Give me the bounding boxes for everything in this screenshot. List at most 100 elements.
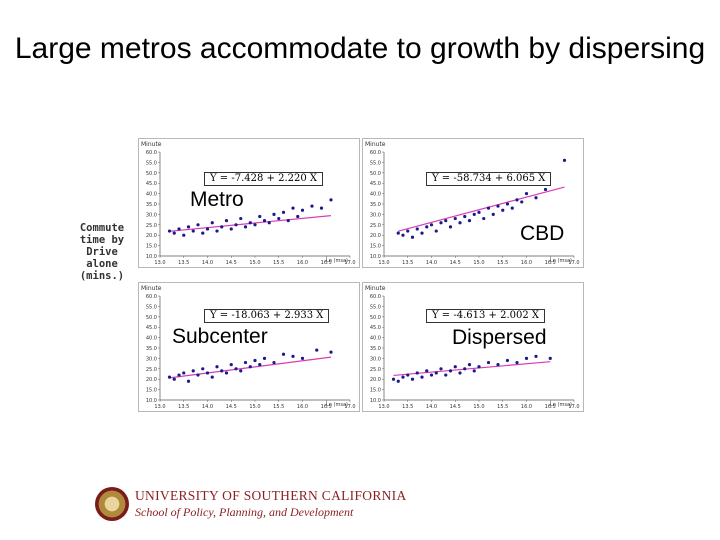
data-point (201, 367, 205, 371)
data-point (258, 214, 262, 219)
y-tick-label: 60.0 (370, 294, 381, 300)
x-tick-label: 16.5 (545, 260, 556, 266)
cbd-tag: CBD (520, 222, 565, 245)
data-point (291, 354, 295, 358)
y-tick-label: 25.0 (370, 367, 381, 373)
data-point (510, 206, 514, 210)
y-tick-label: 55.0 (146, 304, 157, 310)
data-point (515, 198, 519, 202)
data-point (196, 223, 200, 227)
y-tick-label: 60.0 (146, 150, 157, 156)
x-tick-label: 16.5 (321, 404, 332, 410)
y-tick-label: 30.0 (146, 356, 157, 362)
x-axis-label: Ln (msa) (326, 402, 348, 408)
metro-scatter-panel: Minute 60.0 55.0 50.0 45.0 40.0 35.0 30.0 25.0 20… (138, 138, 360, 268)
data-point (491, 212, 495, 216)
data-point (258, 363, 262, 367)
dispersed-equation: Y = -4.613 + 2.002 X (426, 309, 546, 323)
y-tick-label: 25.0 (370, 223, 381, 229)
x-tick-label: 16.5 (545, 404, 556, 410)
y-tick-label: 60.0 (146, 294, 157, 300)
data-point (220, 369, 224, 373)
usc-seal-icon (95, 487, 129, 521)
x-tick-label: 14.0 (202, 404, 213, 410)
x-tick-label: 13.5 (402, 404, 413, 410)
cbd-equation: Y = -58.734 + 6.065 X (426, 172, 552, 186)
y-tick-label: 55.0 (370, 304, 381, 310)
data-point (401, 233, 405, 237)
data-point (406, 229, 410, 233)
metro-equation: Y = -7.428 + 2.220 X (204, 172, 324, 186)
data-point (477, 365, 481, 369)
x-tick-label: 15.5 (497, 260, 508, 266)
cbd-scatter-panel: Minute 60.0 55.0 50.0 45.0 40.0 35.0 30.0 25.0 20… (362, 138, 584, 268)
data-point (425, 225, 429, 229)
y-tick-label: 35.0 (146, 202, 157, 208)
y-tick-label: 50.0 (370, 315, 381, 321)
data-point (534, 354, 538, 358)
x-tick-label: 14.0 (426, 260, 437, 266)
data-point (262, 219, 267, 223)
x-tick-label: 16.0 (521, 404, 532, 410)
data-point (505, 358, 510, 363)
data-point (248, 221, 252, 225)
data-point (486, 206, 491, 210)
y-tick-label: 25.0 (146, 367, 157, 373)
data-point (486, 360, 491, 365)
data-point (496, 204, 500, 208)
data-point (420, 231, 424, 235)
dispersed-tag: Dispersed (452, 326, 547, 349)
x-tick-label: 14.5 (450, 260, 461, 266)
y-tick-label: 30.0 (146, 212, 157, 218)
data-point (291, 206, 295, 210)
dispersed-scatter-panel: Minute 60.0 55.0 50.0 45.0 40.0 35.0 30.0 25.0 20… (362, 282, 584, 412)
side-label-line: time by (79, 234, 125, 246)
x-tick-label: 16.0 (297, 404, 308, 410)
data-point (229, 363, 233, 367)
data-point (520, 200, 524, 204)
y-tick-label: 40.0 (146, 192, 157, 198)
x-axis-label: Ln (msa) (326, 258, 348, 264)
data-point (210, 221, 214, 225)
x-tick-label: 15.0 (249, 260, 260, 266)
data-point (534, 196, 538, 200)
y-tick-label: 60.0 (370, 150, 381, 156)
y-tick-label: 45.0 (146, 181, 157, 187)
data-point (562, 158, 567, 162)
data-point (434, 371, 438, 375)
data-point (429, 373, 434, 377)
data-point (201, 231, 205, 235)
data-point (243, 360, 248, 365)
y-axis-side-label: Commute time by Drive alone (mins.) (62, 222, 142, 282)
data-point (281, 352, 286, 356)
x-axis-label: Ln (msa) (550, 258, 572, 264)
data-point (448, 369, 453, 373)
x-tick-label: 13.0 (154, 404, 165, 410)
y-tick-label: 10.0 (146, 254, 157, 260)
regression-line (398, 186, 565, 232)
x-tick-label: 15.5 (273, 260, 284, 266)
data-point (215, 229, 219, 233)
data-point (229, 227, 233, 231)
data-point (253, 358, 257, 363)
y-tick-label: 55.0 (146, 160, 157, 166)
data-point (262, 356, 267, 360)
x-tick-label: 14.0 (426, 404, 437, 410)
x-tick-label: 13.5 (178, 404, 189, 410)
x-tick-label: 15.5 (273, 404, 284, 410)
data-point (191, 369, 195, 373)
data-point (310, 204, 314, 208)
data-point (186, 379, 191, 383)
data-point (501, 208, 505, 212)
y-tick-label: 25.0 (146, 223, 157, 229)
x-tick-label: 16.0 (297, 260, 308, 266)
data-point (429, 223, 434, 227)
data-point (410, 235, 415, 239)
y-tick-label: 15.0 (370, 388, 381, 394)
y-tick-label: 30.0 (370, 356, 381, 362)
side-label-line: alone (86, 258, 118, 270)
data-point (272, 212, 276, 216)
metro-scatter-plot: Minute 60.0 55.0 50.0 45.0 40.0 35.0 30.0 25.0 20… (138, 138, 360, 268)
data-point (458, 371, 462, 375)
y-axis-label: Minute (365, 141, 386, 148)
